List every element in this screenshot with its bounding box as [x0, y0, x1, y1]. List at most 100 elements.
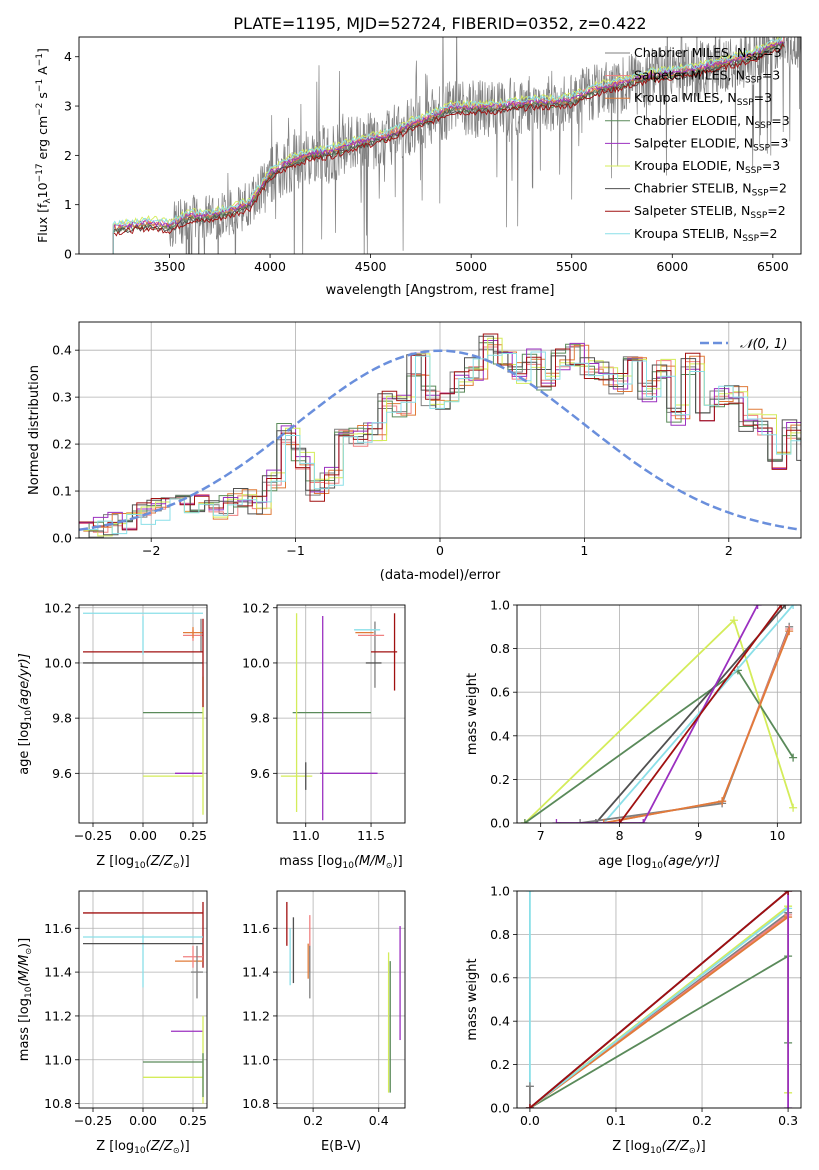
legend-entry-base: Kroupa MILES, N: [634, 90, 737, 105]
mwz-ytick-label: 0.2: [490, 1057, 510, 1072]
legend-entry-sub: SSP: [750, 211, 767, 221]
mwz-x-axis-label-part: (Z/Z: [662, 1139, 690, 1154]
mwz-series-salpeter-stelib: [529, 891, 789, 1108]
legend-entry-base: Chabrier STELIB, N: [634, 181, 752, 196]
agem-ytick-label: 10.0: [242, 655, 270, 670]
agem-xtick-label: 11.5: [357, 828, 385, 843]
massebv-x-axis-label-part: E(B-V): [321, 1139, 361, 1154]
mass-vs-ebv-panel: 0.2 0.4 10.8 11.0 11.2 11.4 11.6 E(B-V): [242, 890, 406, 1154]
hist-xtick-label: −1: [286, 543, 304, 558]
agez-plot-area: [83, 612, 204, 815]
massz-x-axis-label-part: (Z/Z: [146, 1139, 174, 1154]
mwage-marker-chabrier-stelib: [781, 605, 790, 609]
agez-ytick-label: 10.2: [44, 600, 72, 615]
mwz-marker-salpeter-elodie: [784, 1104, 793, 1108]
spectrum-model-line-chabrier-elodie: [112, 41, 785, 254]
spectrum-x-axis-label: wavelength [Angstrom, rest frame]: [326, 283, 555, 298]
mwage-marker-chabrier-miles: [576, 819, 585, 823]
agez-y-axis-label-part: (age/yr)]: [17, 653, 32, 710]
mwage-xtick-label: 7: [537, 828, 545, 843]
legend-entry-sub: SSP: [746, 53, 763, 63]
mwz-xtick-label: 0.0: [520, 1113, 540, 1128]
spec-xtick-label: 3500: [154, 259, 186, 274]
histogram-series-kroupa-miles: [83, 344, 801, 532]
spec-xtick-label: 6000: [656, 259, 688, 274]
mwage-ytick-label: 0.2: [490, 772, 510, 787]
massz-ytick-label: 11.2: [44, 1008, 72, 1023]
agez-y-axis-label: age [log10(age/yr)]: [17, 653, 34, 775]
massebv-ytick-label: 11.2: [242, 1008, 270, 1023]
mwz-ytick-label: 0.8: [490, 927, 510, 942]
mwage-marker-kroupa-miles: [785, 627, 794, 636]
mwz-x-axis-label-part: Z [log: [612, 1139, 650, 1154]
massz-frame: [78, 890, 208, 1109]
legend-entry-tail: =2: [759, 226, 777, 241]
agez-x-axis-label-part: )]: [180, 854, 190, 869]
mass-weight-vs-metallicity-panel: 0.0 0.1 0.2 0.3 0.0 0.2 0.4 0.6 0.8 1.0 Z [log10(Z…: [465, 884, 802, 1156]
legend-entry-sub: SSP: [752, 189, 769, 199]
legend-entry: Salpeter STELIB, NSSP=2: [634, 203, 786, 221]
mwz-ytick-label: 0.6: [490, 970, 510, 985]
mwage-x-axis-label: age [log10(age/yr)]: [598, 854, 720, 871]
massz-y-axis-label-part: )]: [17, 938, 32, 948]
histogram-series-kroupa-elodie: [83, 337, 801, 537]
mwz-x-axis-label-part: ⊙: [689, 1146, 696, 1155]
legend-entry-base: Kroupa ELODIE, N: [634, 158, 745, 173]
mwz-x-axis-label-part: )]: [696, 1139, 706, 1154]
spectrum-model-line-salpeter-stelib: [112, 43, 785, 254]
agem-x-axis-label-part: ⊙: [386, 861, 393, 870]
massebv-xtick-label: 0.4: [369, 1113, 389, 1128]
spectrum-y-axis-label-part: erg cm: [35, 116, 50, 164]
mwz-marker-chabrier-miles: [525, 1082, 534, 1091]
hist-xtick-label: 1: [580, 543, 588, 558]
spec-xtick-label: 4500: [355, 259, 387, 274]
mwz-marker-salpeter-stelib: [784, 891, 793, 895]
spec-ytick-label: 1: [64, 197, 72, 212]
legend-entry-sub: SSP: [745, 76, 762, 86]
figure-title: PLATE=1195, MJD=52724, FIBERID=0352, z=0…: [233, 14, 646, 33]
legend-entry: Kroupa MILES, NSSP=3: [634, 90, 772, 108]
massz-xtick-label: −0.25: [74, 1113, 112, 1128]
hist-frame: [78, 321, 802, 539]
spec-ytick-label: 2: [64, 148, 72, 163]
hist-plot-area: [79, 333, 801, 538]
mwage-marker-chabrier-elodie: [520, 819, 529, 823]
histogram-y-axis-label: Normed distribution: [27, 365, 42, 495]
massz-x-axis-label: Z [log10(Z/Z⊙)]: [96, 1139, 190, 1156]
massz-y-axis-label-part: 10: [24, 986, 34, 998]
spectrum-y-axis-label-part: ]: [35, 48, 50, 53]
agez-x-axis-label-part: 10: [134, 861, 146, 871]
mwage-marker-salpeter-elodie: [552, 819, 561, 823]
legend-entry-tail: =3: [754, 90, 772, 105]
legend-entry-tail: =3: [771, 113, 789, 128]
massz-y-axis-label-part: ⊙: [24, 948, 33, 955]
histogram-legend-label: 𝒩(0, 1): [740, 337, 787, 352]
spec-xtick-label: 6500: [757, 259, 789, 274]
mwage-xtick-label: 9: [694, 828, 702, 843]
massz-ytick-label: 11.6: [44, 921, 72, 936]
massebv-xtick-label: 0.2: [303, 1113, 323, 1128]
massz-plot-area: [83, 901, 204, 1104]
hist-ytick-label: 0.1: [52, 484, 72, 499]
agem-ytick-label: 9.6: [250, 766, 270, 781]
mwz-x-axis-label: Z [log10(Z/Z⊙)]: [612, 1139, 706, 1156]
massz-xtick-label: 0.25: [179, 1113, 207, 1128]
hist-xtick-label: 2: [725, 543, 733, 558]
spec-xtick-label: 4000: [254, 259, 286, 274]
mwage-xtick-label: 10: [769, 828, 785, 843]
legend-entry-tail: =3: [763, 45, 781, 60]
legend-entry-sub: SSP: [742, 234, 759, 244]
massz-y-axis-label-part: mass [log: [17, 998, 32, 1061]
mwage-series-salpeter-elodie: [556, 605, 759, 823]
residual-histogram-panel: −2 −1 0 1 2 0.0 0.1 0.2 0.3 0.4 𝒩(0, 1) (data-model…: [27, 321, 802, 583]
age-vs-metallicity-panel: −0.25 0.00 0.259.69.810.010.2Z [log10(Z/Z⊙…: [17, 600, 208, 871]
mwage-marker-salpeter-elodie: [639, 819, 648, 823]
spectrum-y-axis-label-part: λ: [43, 198, 53, 204]
hist-ytick-label: 0.2: [52, 437, 72, 452]
massz-xtick-label: 0.00: [129, 1113, 157, 1128]
spec-ytick-label: 0: [64, 247, 72, 262]
spectrum-y-axis-label-part: −17: [35, 163, 45, 182]
histogram-x-axis-label: (data-model)/error: [380, 568, 501, 583]
spectrum-model-line-kroupa-stelib: [112, 37, 783, 254]
